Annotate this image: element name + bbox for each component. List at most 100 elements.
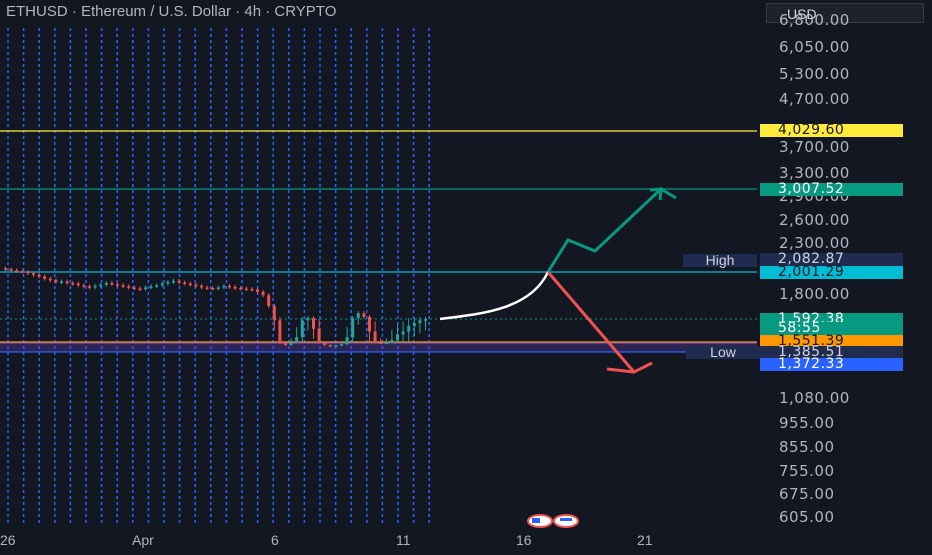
candle-body (160, 283, 164, 286)
candle-body (194, 284, 198, 287)
candle-body (250, 289, 254, 291)
blue-level-label: 1,372.33 (760, 357, 903, 371)
candle-body (267, 295, 271, 307)
candle-body (340, 344, 343, 346)
price-tick: 675.00 (779, 485, 835, 503)
price-tick: 6,800.00 (779, 11, 850, 29)
time-label: 21 (637, 532, 653, 548)
time-label: 11 (396, 532, 411, 548)
price-tick: 955.00 (779, 414, 835, 432)
price-tick: 5,300.00 (779, 65, 850, 83)
candle-body (76, 283, 80, 286)
cyan-level-label: 2,001.29 (760, 265, 903, 279)
candle-body (334, 345, 338, 347)
candle-body (368, 316, 371, 332)
candle-body (261, 291, 265, 296)
candle-body (37, 274, 41, 277)
candle-body (328, 345, 332, 347)
candle-body (424, 319, 427, 321)
candle-body (373, 331, 377, 343)
teal-level-label: 3,007.52 (760, 182, 903, 196)
candle-body (99, 284, 103, 287)
flag-eu-icon (560, 518, 572, 521)
candle-body (93, 285, 97, 288)
price-tick: 855.00 (779, 438, 835, 456)
candle-body (312, 318, 315, 329)
orange-level-label: 1,551.39 (760, 334, 903, 348)
price-tick: 3,300.00 (779, 164, 850, 182)
candle-body (362, 313, 366, 317)
candle-body (48, 278, 52, 281)
price-tick: 2,300.00 (779, 234, 850, 252)
candle-body (295, 337, 299, 343)
candle-body (379, 342, 383, 344)
flag-us-icon (532, 518, 540, 523)
time-label: 6 (271, 532, 279, 548)
candle-body (244, 288, 248, 291)
price-tick: 6,050.00 (779, 38, 850, 56)
candle-body (401, 331, 405, 335)
candle-body (127, 286, 131, 288)
currency-selector[interactable]: USD (766, 3, 924, 23)
yellow-level-label: 4,029.60 (760, 123, 903, 137)
candle-body (166, 281, 170, 284)
low-marker: Low (686, 345, 760, 359)
candle-body (278, 320, 282, 344)
time-label: 16 (516, 532, 532, 548)
candle-body (116, 284, 119, 286)
candle-body (104, 283, 108, 285)
candle-body (9, 269, 13, 271)
time-label: Apr (132, 532, 154, 548)
candle-body (60, 281, 63, 283)
candle-body (65, 281, 69, 284)
candle-body (88, 286, 91, 288)
candle-body (144, 287, 147, 290)
candle-body (149, 286, 153, 288)
bullish-arrowhead (649, 187, 663, 201)
candle-body (26, 271, 30, 274)
candle-body (351, 318, 355, 338)
high-value-label: 2,082.87 (760, 252, 903, 266)
candle-body (272, 306, 276, 321)
candle-body (289, 342, 293, 346)
symbol-title: ETHUSD · Ethereum / U.S. Dollar · 4h · C… (6, 3, 337, 20)
candle-body (43, 276, 47, 279)
candle-body (317, 328, 321, 343)
bar-countdown-label: 58:55 (760, 321, 903, 335)
candle-body (188, 283, 192, 286)
candle-body (384, 342, 388, 344)
price-tick: 1,800.00 (779, 285, 850, 303)
candle-body (121, 285, 125, 287)
candle-body (138, 288, 142, 291)
candle-body (306, 318, 310, 321)
price-tick: 755.00 (779, 462, 835, 480)
candle-body (183, 282, 187, 285)
candle-body (356, 313, 360, 319)
candle-body (132, 287, 136, 289)
candle-body (412, 323, 416, 326)
candle-body (15, 270, 19, 272)
candle-body (155, 285, 159, 287)
candle-body (172, 280, 175, 283)
candle-body (205, 287, 209, 289)
candle-body (323, 342, 327, 346)
low-value-label: 1,385.51 (760, 345, 903, 359)
candle-body (345, 337, 349, 345)
bullish-projection (546, 187, 677, 273)
candle-body (82, 285, 86, 287)
candle-body (239, 287, 243, 290)
candle-body (222, 285, 226, 288)
candle-body (390, 339, 394, 343)
price-tick: 2,600.00 (779, 211, 850, 229)
support-zone (0, 343, 757, 352)
candle-body (32, 273, 35, 275)
price-tick: 605.00 (779, 508, 835, 526)
candle-body (54, 280, 58, 282)
candle-body (418, 320, 422, 324)
bearish-projection (546, 271, 653, 374)
candle-body (20, 271, 24, 273)
candle-body (256, 289, 259, 292)
time-label: 26 (0, 532, 16, 548)
candle-body (284, 343, 287, 346)
candle-body (200, 285, 203, 288)
